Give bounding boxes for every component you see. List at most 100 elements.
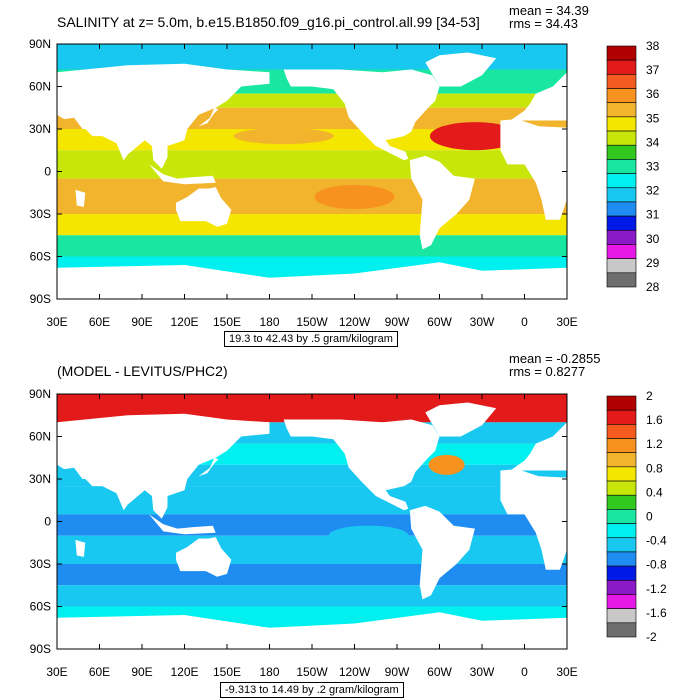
panel1-colorbar-label: 28 [646,280,660,294]
panel2-x-tick-label: 120E [170,665,198,679]
panel2-colorbar-swatch [606,480,637,496]
panel1-x-tick-label: 30W [470,315,495,329]
panel1-x-tick-label: 150W [296,315,328,329]
panel2-colorbar-swatch [606,594,637,609]
panel2-colorbar-label: 0.4 [646,485,663,499]
panel2-colorbar-label: -1.6 [646,606,667,620]
panel1-x-tick-label: 60E [89,315,110,329]
panel1-title: SALINITY at z= 5.0m, b.e15.B1850.f09_g16… [57,14,480,30]
panel2-colorbar-label: 0.8 [646,461,663,475]
panel2-x-tick-label: 30W [470,665,495,679]
panel1-y-tick-label: 90S [30,292,51,306]
panel1-landmass [510,72,567,121]
panel1-colorbar-label: 30 [646,232,660,246]
panel2-landmass [283,419,440,511]
panel1-x-tick-label: 120E [170,315,198,329]
panel1-land [57,52,567,299]
panel2-title: (MODEL - LEVITUS/PHC2) [57,363,228,379]
panel1-landmass [149,164,216,185]
panel2-pacific-anom [328,525,409,546]
panel2-stats: mean = -0.2855 rms = 0.8277 [509,352,600,378]
panel1-y-tick-label: 30N [29,122,51,136]
panel1-y-tick-label: 0 [44,165,51,179]
panel2-x-tick-label: 0 [521,665,528,679]
panel1-x-tick-label: 180 [259,315,279,329]
panel2-landmass [57,413,270,519]
panel2-x-tick-label: 30E [46,665,67,679]
panel1-colorbar: 38 37 36 35 34 33 32 31 30 29 28 [606,39,660,294]
panel1-ocean-band [57,214,567,236]
panel1-colorbar-label: 31 [646,208,660,222]
panel2-y-tick-label: 30N [29,472,51,486]
panel1-colorbar-swatch [606,102,637,118]
panel1-colorbar-label: 34 [646,135,660,149]
panel2-landmass [75,539,86,557]
panel2-mean: mean = -0.2855 [509,351,601,366]
panel2-colorbar-swatch [606,551,637,567]
panel1-y-tick-label: 30S [30,207,51,221]
panel2-landmass [149,514,216,535]
panel2-y-tick-label: 90N [29,387,51,401]
panel1-colorbar-label: 36 [646,87,660,101]
panel2-y-tick-label: 60N [29,430,51,444]
panel1-caption: 19.3 to 42.43 by .5 gram/kilogram [224,331,398,347]
panel1-colorbar-swatch [606,74,637,89]
panel2-colorbar-label: -2 [646,630,657,644]
panel2-y-tick-label: 90S [30,642,51,656]
panel1-colorbar-label: 38 [646,39,660,53]
panel2-landmass [409,505,475,600]
panel2-landmass [425,402,497,437]
panel1-colorbar-swatch [606,45,637,61]
panel2-colorbar-swatch [606,494,637,510]
panel1-colorbar-swatch [606,187,637,203]
panel2-colorbar-label: 2 [646,389,653,403]
panel2-colorbar-swatch [606,438,637,454]
panel1-stats: mean = 34.39 rms = 34.43 [509,4,589,30]
panel2-ocean-band [57,564,567,586]
panel1-ocean-band [57,178,567,214]
panel1-landmass [409,155,475,250]
panel2-colorbar: 2 1.6 1.2 0.8 0.4 0 -0.4 -0.8 -1.2 -1.6 -2 [606,389,667,644]
panel2-map: 30E 60E 90E 120E 150E 180 150W 120W 90W 60W 30W 0 30… [29,387,667,679]
panel1-y-tick-label: 90N [29,37,51,51]
panel2-colorbar-swatch [606,608,637,624]
panel1-landmass [500,119,567,220]
panel2-landmass [500,469,567,570]
panel1-landmass [75,189,86,207]
panel1-colorbar-swatch [606,116,637,132]
panel2-x-tick-label: 150E [213,665,241,679]
panel1-npac-band [233,128,334,145]
panel1-x-tick-label: 30E [556,315,577,329]
panel1-map: 30E 60E 90E 120E 150E 180 150W 120W 90W 60W 30W 0 30… [29,37,660,329]
panel1-ocean-band [57,150,567,179]
panel2-landmass [176,537,232,577]
panel1-landmass [57,63,270,169]
panel2-ocean-band [57,514,567,536]
panel2-colorbar-swatch [606,622,637,638]
panel1-rms: rms = 34.43 [509,16,579,31]
panel2-y-tick-label: 30S [30,557,51,571]
panel1-colorbar-label: 37 [646,63,660,77]
panel1-colorbar-swatch [606,201,637,217]
panel2-colorbar-swatch [606,409,637,425]
panel1-x-tick-label: 150E [213,315,241,329]
panel2-colorbar-swatch [606,537,637,553]
panel2-landmass [198,457,219,477]
panel1-x-tick-label: 90E [131,315,152,329]
panel2-colorbar-swatch [606,565,637,581]
panel2-x-tick-label: 60W [427,665,452,679]
panel1-colorbar-swatch [606,244,637,259]
panel1-x-tick-label: 90W [385,315,410,329]
panel2-colorbar-label: 1.2 [646,437,663,451]
panel2-colorbar-label: -0.4 [646,534,667,548]
panel1-colorbar-label: 32 [646,184,660,198]
panel2-colorbar-label: 0 [646,510,653,524]
panel2-gulfstream [428,454,465,475]
panel2-land [57,402,567,649]
panel1-colorbar-swatch [606,144,637,160]
panel2-x-tick-label: 60E [89,665,110,679]
panel1-landmass [198,107,219,127]
panel2-caption: -9.313 to 14.49 by .2 gram/kilogram [220,682,404,698]
panel2-landmass [57,612,567,649]
panel2-colorbar-swatch [606,509,637,524]
